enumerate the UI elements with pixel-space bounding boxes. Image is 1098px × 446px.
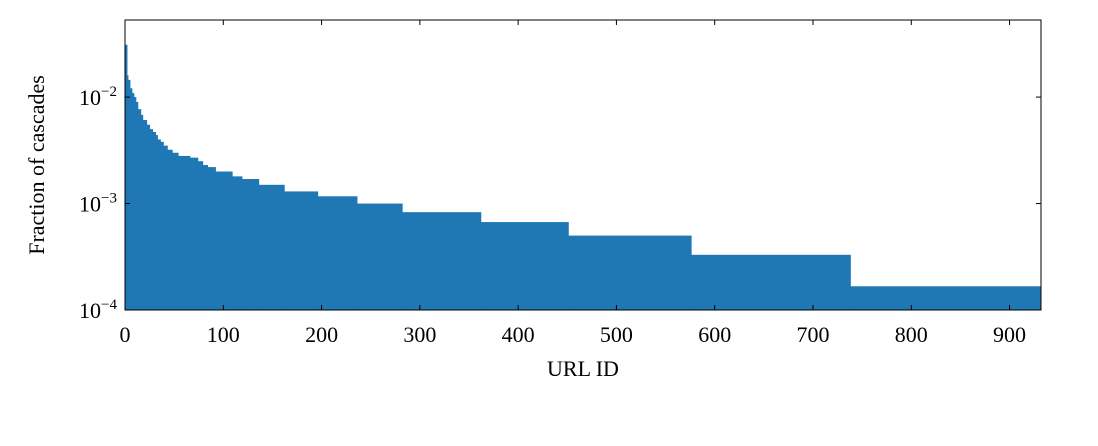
bar — [172, 152, 179, 310]
bar — [125, 44, 128, 310]
bar — [480, 222, 569, 310]
bar — [317, 196, 358, 310]
bar — [142, 119, 148, 310]
bar — [135, 101, 139, 311]
x-tick-label: 500 — [600, 322, 633, 347]
bar — [207, 167, 216, 310]
bar — [146, 124, 151, 311]
bar — [160, 141, 164, 310]
bar — [155, 135, 158, 310]
bar — [152, 132, 156, 310]
bar — [131, 93, 135, 310]
bar — [137, 109, 142, 310]
x-tick-label: 300 — [403, 322, 436, 347]
bar — [258, 184, 285, 310]
bar — [127, 79, 131, 310]
y-tick-label: 10−4 — [79, 297, 117, 323]
bar — [232, 176, 243, 310]
x-tick-label: 200 — [305, 322, 338, 347]
bar — [402, 212, 482, 310]
bar — [850, 286, 1042, 310]
bar — [126, 75, 129, 310]
x-tick-label: 600 — [698, 322, 731, 347]
x-axis-label: URL ID — [547, 356, 619, 381]
bar — [284, 191, 319, 310]
x-tick-label: 800 — [895, 322, 928, 347]
y-axis-label: Fraction of cascades — [24, 75, 49, 255]
x-tick-label: 0 — [120, 322, 131, 347]
plot-area — [125, 44, 1042, 311]
bar — [140, 114, 144, 310]
bar — [356, 203, 403, 310]
bar — [189, 157, 199, 310]
bar — [129, 88, 133, 310]
bar — [241, 179, 260, 310]
bar — [167, 149, 173, 310]
y-tick-label: 10−2 — [79, 84, 117, 110]
bar — [568, 235, 692, 310]
x-tick-label: 900 — [993, 322, 1026, 347]
bar — [202, 165, 209, 310]
bar — [163, 145, 168, 310]
bar — [133, 97, 137, 310]
x-tick-label: 400 — [502, 322, 535, 347]
x-tick-label: 700 — [796, 322, 829, 347]
x-tick-label: 100 — [207, 322, 240, 347]
bar — [149, 129, 154, 310]
bar — [691, 254, 851, 310]
bar — [215, 171, 233, 310]
bar — [157, 139, 161, 310]
bar — [197, 161, 204, 310]
y-tick-label: 10−3 — [79, 191, 117, 217]
bar — [178, 155, 191, 310]
plot-frame — [124, 19, 1042, 311]
